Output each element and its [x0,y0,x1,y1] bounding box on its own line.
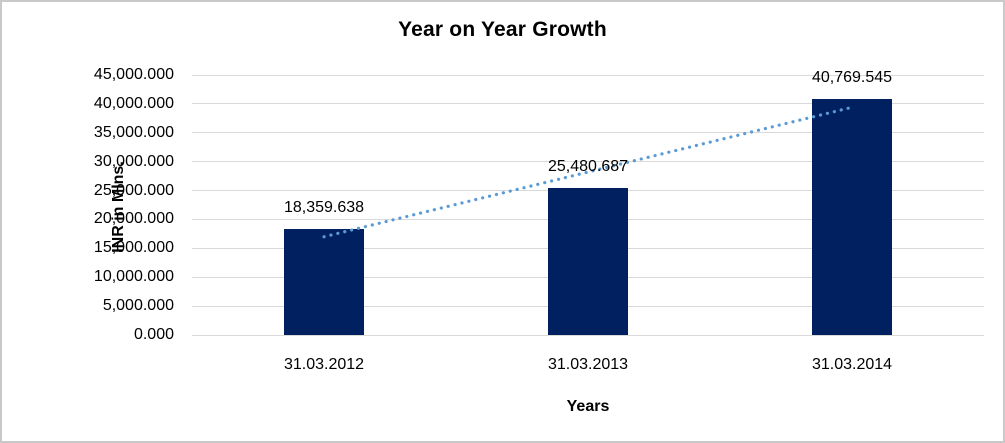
x-tick-label: 31.03.2012 [283,356,365,373]
y-tick-label: 45,000.000 [93,66,174,83]
gridline [192,161,984,163]
y-tick-label: 40,000.000 [93,94,174,112]
trendline-segment [322,105,854,239]
y-tick-label: 0.000 [133,326,174,343]
plot-area: 18,359.638 25,480.687 40,769.545 [192,69,984,336]
y-tick-label: 30,000.000 [93,152,174,170]
gridline [192,132,984,134]
trendline [322,105,854,239]
gridline [192,103,984,105]
chart-title: Year on Year Growth [398,18,607,41]
y-tick-label: 15,000.000 [93,239,174,257]
bar-31.03.2013 [548,187,628,335]
data-label: 25,480.687 [547,157,629,175]
x-tick-label: 31.03.2013 [547,356,629,373]
y-tick-label: 20,000.000 [93,210,174,228]
gridline [192,334,984,336]
x-axis-title: Years [566,398,610,415]
bar-31.03.2012 [284,228,364,335]
data-label: 40,769.545 [811,69,893,87]
data-label: 18,359.638 [283,198,365,216]
bar-31.03.2014 [812,99,892,335]
y-tick-label: 5,000.000 [102,297,174,315]
y-tick-label: 25,000.000 [93,181,174,199]
x-tick-label: 31.03.2014 [811,356,893,373]
y-tick-label: 35,000.000 [93,123,174,141]
gridline [192,74,984,76]
y-tick-label: 10,000.000 [93,268,174,286]
